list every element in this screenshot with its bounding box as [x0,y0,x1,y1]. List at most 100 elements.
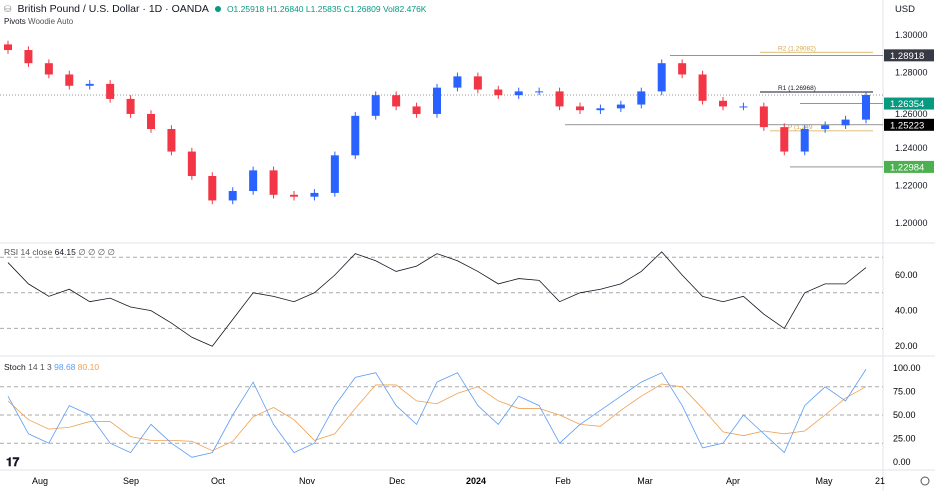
price-tick: 1.22000 [895,180,928,190]
price-tick: 1.20000 [895,218,928,228]
candle [85,83,94,86]
tradingview-logo[interactable]: 𝟏𝟕 [6,455,20,469]
time-tick: Feb [555,476,571,486]
candle [821,125,830,129]
candle [678,63,687,75]
candle [433,87,441,114]
price-tag-text: 1.26354 [890,99,924,110]
candle [800,129,809,152]
candle [657,63,666,92]
stoch-d-line [7,383,867,452]
price-tick: 1.26000 [895,109,928,119]
stoch-k-line [7,369,867,458]
price-tag-text: 1.25223 [890,120,924,131]
time-tick: Nov [299,476,316,486]
candle [555,91,564,107]
candle [698,74,707,101]
stoch-title: Stoch [4,362,26,372]
rsi-value: 64.15 [54,247,76,257]
time-tick: Apr [726,476,740,486]
time-tick: Dec [389,476,406,486]
candle [24,50,33,64]
candle [535,91,544,93]
candle [494,89,503,96]
indicator-params: Woodie Auto [28,17,74,26]
indicator-name: Pivots [4,17,26,26]
candle [330,155,339,193]
candle [65,74,74,86]
stoch-tick: 75.00 [893,387,916,397]
candle [739,106,748,108]
symbol-logo-icon: ⛁ [4,3,12,14]
pivot-label: R1 (1.26968) [778,85,816,92]
rsi-tick: 40.00 [895,306,918,316]
pivot-label: R2 (1.29082) [778,45,816,52]
time-tick: Aug [32,476,48,486]
close-value: C1.26809 [343,4,381,14]
pivot-label: P (1.249 [788,124,813,131]
high-value: H1.26840 [266,4,304,14]
candle [412,106,421,114]
candle [616,104,625,109]
price-tag [884,118,934,131]
candle [4,44,12,51]
stoch-d-value: 80.10 [77,362,100,372]
candle [228,191,237,201]
stoch-tick: 0.00 [893,457,911,467]
open-value: O1.25918 [226,4,265,14]
candle [637,91,646,105]
rsi-tick: 20.00 [895,341,918,351]
candle [208,176,217,201]
candle [719,100,727,107]
candle [780,127,789,152]
candle [392,95,401,107]
rsi-params: 14 close [20,247,53,257]
candle [596,108,605,111]
price-tick: 1.28000 [895,68,928,78]
price-tag [884,160,934,173]
candle [310,192,319,197]
price-tag [884,97,934,110]
time-tick: Oct [211,476,226,486]
symbol-title[interactable]: British Pound / U.S. Dollar · 1D · OANDA [17,3,209,15]
candle [862,94,870,120]
rsi-title: RSI [4,247,19,257]
stoch-params: 14 1 3 [28,362,52,372]
rsi-legend[interactable]: RSI 14 close 64.15 ∅ ∅ ∅ ∅ [4,247,115,258]
candle [106,83,115,99]
candle [290,194,298,197]
rsi-line [7,251,867,347]
rsi-tick: 60.00 [895,270,918,280]
pivots-indicator-label[interactable]: Pivots Woodie Auto [4,17,73,26]
candle [44,63,53,75]
candle [453,76,462,88]
market-status-icon [214,6,221,12]
candle [473,76,482,90]
currency-label[interactable]: USD [894,4,915,15]
candle [269,170,278,195]
candle [249,170,258,192]
candle [147,113,155,129]
price-tick: 1.30000 [895,30,928,40]
price-tag [884,49,934,62]
time-tick: 21 [875,476,885,486]
rsi-extra: ∅ ∅ ∅ ∅ [78,247,115,257]
candle [759,106,768,128]
candle [167,129,176,152]
stoch-tick: 100.00 [893,363,921,373]
candle [576,106,584,111]
settings-icon [920,476,930,486]
time-tick: 2024 [466,476,486,486]
candle [841,119,850,126]
stoch-tick: 25.00 [893,434,916,444]
time-tick: Sep [123,476,139,486]
price-tick: 1.24000 [895,143,928,153]
price-tag-text: 1.28918 [890,51,924,62]
candle [126,98,135,114]
stoch-legend[interactable]: Stoch 14 1 3 98.68 80.10 [4,362,99,372]
stoch-k-value: 98.68 [54,362,76,372]
time-tick: May [815,476,833,486]
stoch-tick: 50.00 [893,410,916,420]
price-tag-text: 1.22984 [890,162,924,173]
